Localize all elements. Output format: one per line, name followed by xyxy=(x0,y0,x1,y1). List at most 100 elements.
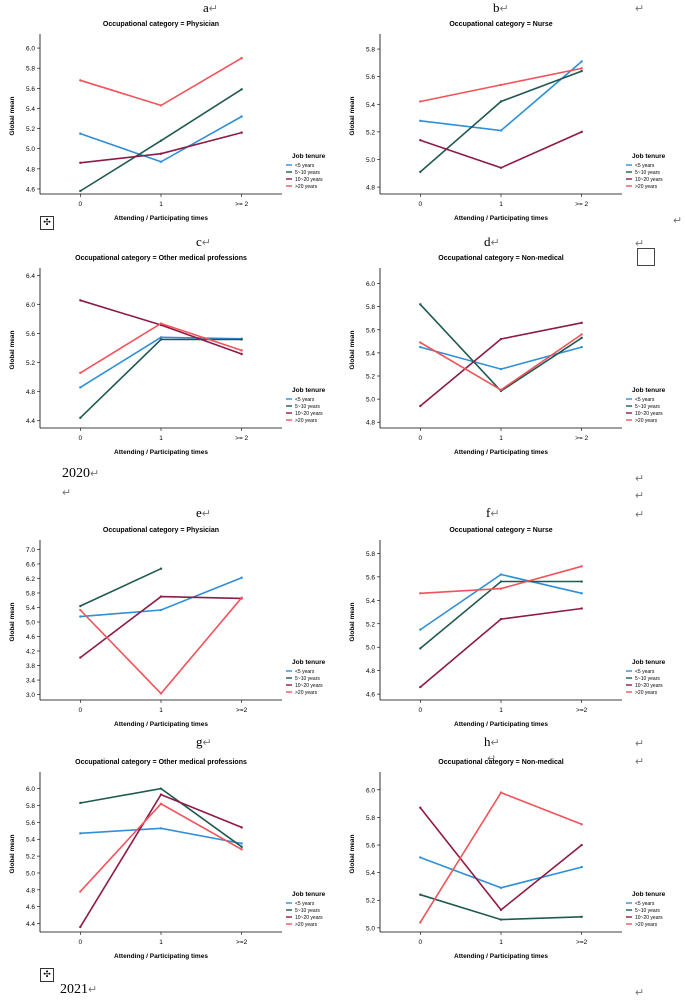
panel-label-h: h↵ xyxy=(484,734,500,749)
x-axis-label: Attending / Participating times xyxy=(454,721,548,728)
y-tick-label: 5.8 xyxy=(26,590,35,597)
panel-label-f: f↵ xyxy=(486,505,500,520)
panel-label-c: c↵ xyxy=(196,234,211,249)
series-line xyxy=(79,338,242,419)
y-tick-label: 5.0 xyxy=(26,620,35,627)
panel-label-b: b↵ xyxy=(493,0,509,15)
paragraph-mark: ↵ xyxy=(62,487,72,499)
y-tick-label: 5.6 xyxy=(26,331,35,338)
legend-entry: <5 years xyxy=(295,669,315,675)
legend-entry: 5~10 years xyxy=(295,170,320,176)
y-tick-label: 4.2 xyxy=(26,649,35,656)
move-handle-icon[interactable]: ✣ xyxy=(40,968,54,982)
y-tick-label: 5.2 xyxy=(366,621,375,628)
y-tick-label: 5.4 xyxy=(26,106,35,113)
data-point xyxy=(419,345,422,349)
data-point xyxy=(79,416,82,420)
x-tick-label: 1 xyxy=(499,435,503,442)
data-point xyxy=(580,67,583,70)
legend-entry: 10~20 years xyxy=(635,915,663,921)
x-tick-label: 0 xyxy=(79,939,83,946)
panel-label-e: e↵ xyxy=(196,505,211,520)
legend-title: Job tenure xyxy=(292,153,326,160)
legend-entry: 10~20 years xyxy=(635,177,663,183)
legend-entry: <5 years xyxy=(635,397,655,403)
x-tick-label: 1 xyxy=(499,201,503,208)
data-point xyxy=(159,338,163,341)
legend-title: Job tenure xyxy=(632,659,666,666)
paragraph-mark: ↵ xyxy=(635,738,645,750)
legend-entry: <5 years xyxy=(635,901,655,907)
data-point xyxy=(159,139,163,142)
legend-title: Job tenure xyxy=(292,659,326,666)
data-point xyxy=(419,806,422,809)
y-tick-label: 5.0 xyxy=(366,157,375,164)
data-point xyxy=(240,131,243,134)
series-line xyxy=(419,322,582,407)
data-point xyxy=(580,565,583,568)
chart-e: Occupational category = Physician 3.0 3.4 3… xyxy=(0,518,340,746)
chart-h: Occupational category = Non-medical 5.0 5.… xyxy=(340,750,680,978)
y-tick-label: 6.0 xyxy=(366,281,375,288)
legend-entry: >20 years xyxy=(635,922,658,928)
series-line xyxy=(79,322,242,374)
data-point xyxy=(499,908,503,912)
anchor-box xyxy=(637,248,655,266)
data-point xyxy=(580,865,583,869)
legend-entry: >20 years xyxy=(295,418,318,424)
y-tick-label: 4.6 xyxy=(26,634,35,641)
x-tick-label: 1 xyxy=(159,435,163,442)
y-tick-label: 5.8 xyxy=(366,815,375,822)
data-point xyxy=(580,336,583,340)
data-point xyxy=(159,104,163,107)
data-point xyxy=(159,595,163,598)
x-axis-label: Attending / Participating times xyxy=(454,215,548,222)
legend-entry: 5~10 years xyxy=(635,908,660,914)
data-point xyxy=(159,152,163,155)
legend-entry: >20 years xyxy=(635,690,658,696)
data-point xyxy=(240,842,243,845)
chart-c: Occupational category = Other medical pr… xyxy=(0,246,340,474)
y-axis-label: Global mean xyxy=(349,96,356,135)
legend-entry: <5 years xyxy=(635,163,655,169)
data-point xyxy=(240,576,243,579)
x-axis-label: Attending / Participating times xyxy=(114,953,208,960)
y-tick-label: 4.6 xyxy=(366,692,375,699)
x-axis-label: Attending / Participating times xyxy=(114,449,208,456)
x-tick-label: 1 xyxy=(159,201,163,208)
legend-entry: >20 years xyxy=(635,184,658,190)
y-tick-label: 3.4 xyxy=(26,678,35,685)
y-tick-label: 7.0 xyxy=(26,547,35,554)
y-axis-label: Global mean xyxy=(9,834,16,873)
data-point xyxy=(79,656,82,659)
legend-entry: <5 years xyxy=(295,901,315,907)
data-point xyxy=(499,617,503,621)
x-tick-label: 1 xyxy=(159,939,163,946)
data-point xyxy=(580,592,583,595)
series-line xyxy=(419,333,583,391)
y-tick-label: 6.0 xyxy=(26,46,35,53)
legend-entry: 10~20 years xyxy=(635,411,663,417)
series-line xyxy=(419,807,583,912)
data-point xyxy=(499,83,503,87)
move-handle-icon[interactable]: ✣ xyxy=(40,216,54,230)
data-point xyxy=(499,886,503,890)
data-point xyxy=(79,79,82,82)
data-point xyxy=(580,607,583,610)
x-tick-label: 0 xyxy=(79,707,83,714)
y-tick-label: 5.8 xyxy=(26,803,35,810)
y-tick-label: 5.6 xyxy=(366,574,375,581)
y-tick-label: 5.2 xyxy=(26,360,35,367)
data-point xyxy=(580,823,583,826)
y-tick-label: 4.4 xyxy=(26,921,35,928)
y-tick-label: 5.2 xyxy=(26,854,35,861)
data-point xyxy=(499,337,503,341)
data-point xyxy=(580,130,583,134)
x-tick-label: 1 xyxy=(499,939,503,946)
series-line xyxy=(80,131,242,164)
y-tick-label: 5.0 xyxy=(26,870,35,877)
series-line xyxy=(419,607,582,688)
paragraph-mark: ↵ xyxy=(635,756,645,768)
year-label-2020: 2020↵ xyxy=(62,466,100,481)
x-tick-label: >= 2 xyxy=(235,435,248,442)
